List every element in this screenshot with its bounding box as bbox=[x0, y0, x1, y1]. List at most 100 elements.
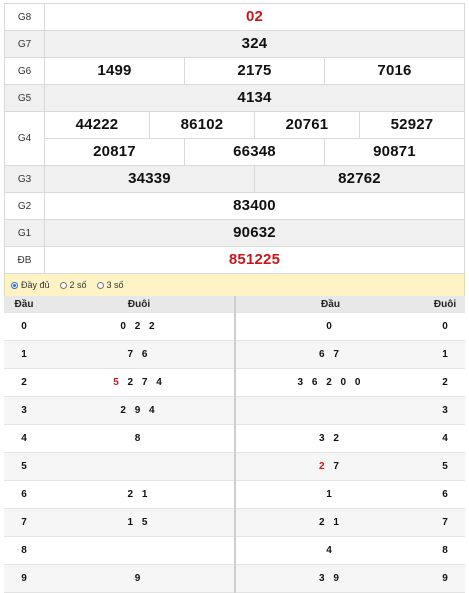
table-row: 3 9 9 bbox=[236, 564, 465, 593]
prize-label: G6 bbox=[4, 57, 45, 85]
loto-key: 9 bbox=[425, 564, 465, 593]
lottery-results: G8 02 G7 324 G6 1499 2175 7016 G5 4134 G… bbox=[4, 3, 465, 593]
option-two-digits[interactable]: 2 số bbox=[59, 280, 87, 290]
loto-key: 7 bbox=[425, 508, 465, 537]
loto-digits: 9 bbox=[44, 564, 235, 593]
prize-label: ĐB bbox=[4, 246, 45, 274]
loto-digits: 6 7 bbox=[236, 340, 425, 369]
prize-label: G5 bbox=[4, 84, 45, 112]
loto-digits-text: 0 2 2 bbox=[120, 321, 158, 332]
prize-row-g8: G8 02 bbox=[4, 3, 465, 31]
prize-label: G4 bbox=[4, 111, 45, 166]
loto-digits: 8 bbox=[44, 424, 235, 453]
table-row: 2 1 7 bbox=[236, 508, 465, 537]
col-header-tail: Đuôi bbox=[44, 296, 235, 313]
loto-digits-text: 4 bbox=[326, 545, 335, 556]
option-three-digits[interactable]: 3 số bbox=[96, 280, 124, 290]
loto-digits: 2 1 bbox=[44, 480, 235, 509]
display-options: Đầy đủ 2 số 3 số bbox=[4, 274, 465, 296]
table-row: 1 7 6 bbox=[4, 340, 235, 369]
radio-checked-icon[interactable] bbox=[11, 281, 18, 289]
prize-value: 02 bbox=[44, 3, 465, 31]
option-full[interactable]: Đầy đủ bbox=[11, 280, 50, 290]
table-row: 3 bbox=[236, 396, 465, 425]
prize-value: 52927 bbox=[359, 111, 465, 139]
loto-key: 2 bbox=[425, 368, 465, 397]
prize-value: 34339 bbox=[44, 165, 255, 193]
loto-digits: 3 6 2 0 0 bbox=[236, 368, 425, 397]
option-full-label: Đầy đủ bbox=[21, 280, 50, 290]
loto-digits: 7 6 bbox=[44, 340, 235, 369]
prize-value: 44222 bbox=[44, 111, 150, 139]
prize-value: 20761 bbox=[254, 111, 360, 139]
loto-digits: 2 9 4 bbox=[44, 396, 235, 425]
table-row: 6 7 1 bbox=[236, 340, 465, 369]
loto-digits: 2 7 bbox=[236, 452, 425, 481]
loto-digits: 1 5 bbox=[44, 508, 235, 537]
col-header-head: Đầu bbox=[4, 296, 44, 313]
prize-value: 66348 bbox=[184, 138, 325, 166]
loto-digits-text: 2 1 bbox=[127, 489, 151, 500]
loto-digits-text: 1 bbox=[326, 489, 335, 500]
prize-row-g6: G6 1499 2175 7016 bbox=[4, 57, 465, 85]
loto-digits bbox=[44, 536, 235, 565]
prize-row-g1: G1 90632 bbox=[4, 219, 465, 247]
loto-digits-text: 3 2 bbox=[319, 433, 342, 444]
loto-digits: 3 9 bbox=[236, 564, 425, 593]
loto-digits-text: 7 6 bbox=[127, 349, 151, 360]
radio-icon[interactable] bbox=[59, 281, 67, 289]
prize-value: 20817 bbox=[44, 138, 185, 166]
option-two-label: 2 số bbox=[69, 280, 87, 290]
table-row: 3 6 2 0 0 2 bbox=[236, 368, 465, 397]
prize-value: 82762 bbox=[254, 165, 465, 193]
radio-icon[interactable] bbox=[96, 281, 104, 289]
prize-row-g7: G7 324 bbox=[4, 30, 465, 58]
loto-digits-text: 6 7 bbox=[319, 349, 342, 360]
loto-digits-text: 3 9 bbox=[319, 573, 342, 584]
loto-key: 2 bbox=[4, 368, 44, 397]
prize-value: 86102 bbox=[149, 111, 255, 139]
prize-value: 83400 bbox=[44, 192, 465, 220]
loto-digits: 2 1 bbox=[236, 508, 425, 537]
special-prize-value: 851225 bbox=[44, 246, 465, 274]
table-row: 3 2 9 4 bbox=[4, 396, 235, 425]
table-row: 6 2 1 bbox=[4, 480, 235, 509]
prize-label: G1 bbox=[4, 219, 45, 247]
loto-digit-special: 2 bbox=[319, 461, 328, 472]
loto-digits-text: 9 bbox=[134, 573, 144, 584]
prize-value: 324 bbox=[44, 30, 465, 58]
loto-key: 4 bbox=[4, 424, 44, 453]
loto-digits-text: 8 bbox=[134, 433, 144, 444]
loto-digits bbox=[44, 452, 235, 481]
results-table: G8 02 G7 324 G6 1499 2175 7016 G5 4134 G… bbox=[4, 3, 465, 274]
table-row: 8 bbox=[4, 536, 235, 565]
prize-row-g2: G2 83400 bbox=[4, 192, 465, 220]
loto-key: 8 bbox=[4, 536, 44, 565]
prize-value: 7016 bbox=[324, 57, 465, 85]
col-header-head: Đầu bbox=[236, 296, 425, 313]
col-header-tail: Đuôi bbox=[425, 296, 465, 313]
prize-row-special: ĐB 851225 bbox=[4, 246, 465, 274]
prize-label: G2 bbox=[4, 192, 45, 220]
prize-value: 90871 bbox=[324, 138, 465, 166]
loto-key: 8 bbox=[425, 536, 465, 565]
table-row: 7 1 5 bbox=[4, 508, 235, 537]
loto-digits bbox=[236, 396, 425, 425]
prize-row-g4: G4 44222 86102 20761 52927 bbox=[4, 111, 465, 166]
loto-digits: 0 bbox=[236, 312, 425, 341]
loto-key: 0 bbox=[4, 312, 44, 341]
loto-digit-special: 5 bbox=[113, 377, 122, 388]
prize-row-g3: G3 34339 82762 bbox=[4, 165, 465, 193]
loto-key: 5 bbox=[425, 452, 465, 481]
prize-value: 4134 bbox=[44, 84, 465, 112]
loto-key: 6 bbox=[4, 480, 44, 509]
loto-digits-text: 3 6 2 0 0 bbox=[297, 377, 364, 388]
